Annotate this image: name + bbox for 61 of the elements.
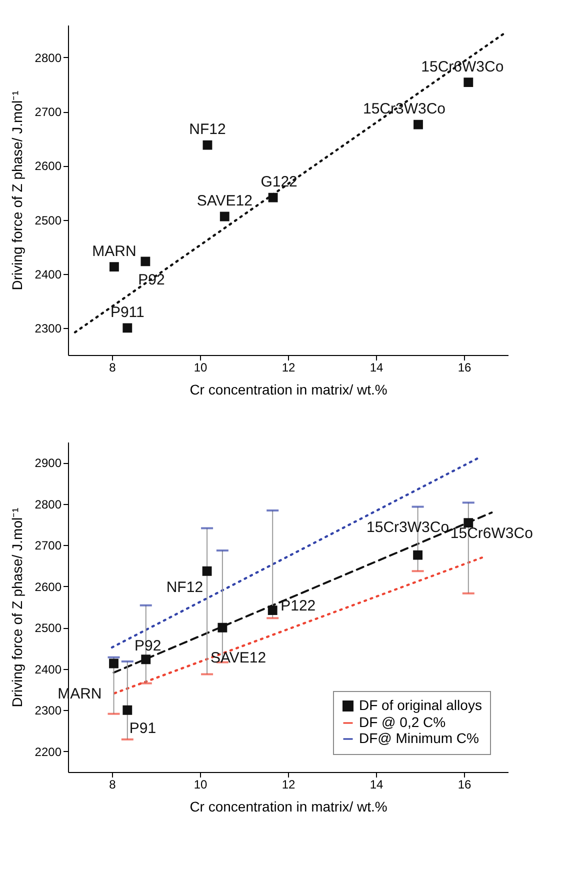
y-tick-label: 2600 xyxy=(34,159,62,174)
point xyxy=(220,212,230,222)
legend-label: DF of original alloys xyxy=(359,697,482,713)
point xyxy=(268,192,278,202)
y-tick-label: 2300 xyxy=(34,704,62,718)
x-tick-label: 16 xyxy=(458,778,472,792)
point xyxy=(413,550,423,560)
y-axis-title: Driving force of Z phase/ J.mol⁻¹ xyxy=(8,507,25,708)
point xyxy=(109,658,118,668)
annotation: NF12 xyxy=(166,579,204,596)
x-tick-label: 14 xyxy=(370,778,384,792)
x-axis-title: Cr concentration in matrix/ wt.% xyxy=(190,382,388,398)
point xyxy=(268,606,278,616)
y-tick-label: 2400 xyxy=(34,662,62,676)
y-tick-label: 2900 xyxy=(34,456,62,470)
y-tick-label: 2800 xyxy=(34,50,62,65)
annotation: P911 xyxy=(110,304,144,321)
y-tick-label: 2600 xyxy=(34,580,62,594)
y-tick-label: 2700 xyxy=(34,105,62,120)
annotation: P92 xyxy=(134,637,162,654)
annotation: P122 xyxy=(280,597,316,614)
point xyxy=(464,78,474,88)
y-axis-title: Driving force of Z phase/ J.mol⁻¹ xyxy=(8,90,25,290)
x-tick-label: 12 xyxy=(282,778,296,792)
y-tick-label: 2800 xyxy=(34,497,62,512)
point xyxy=(202,140,212,150)
annotation: 15Cr3W3Co xyxy=(362,100,446,118)
y-tick-label: 2200 xyxy=(34,744,62,759)
point xyxy=(109,262,119,272)
annotation: MARN xyxy=(92,242,136,260)
point xyxy=(141,654,151,664)
point xyxy=(122,323,132,333)
y-tick-label: 2500 xyxy=(34,621,62,636)
point xyxy=(464,518,474,528)
y-tick-label: 2300 xyxy=(34,321,62,336)
x-tick-label: 12 xyxy=(282,360,296,374)
x-tick-label: 8 xyxy=(109,778,116,792)
x-axis-title: Cr concentration in matrix/ wt.% xyxy=(190,798,388,814)
x-tick-label: 16 xyxy=(458,360,472,374)
annotation: 15Cr6W3Co xyxy=(450,524,533,542)
x-tick-label: 14 xyxy=(370,360,384,374)
annotation: G122 xyxy=(260,174,298,191)
legend-label: DF @ 0,2 C% xyxy=(359,714,446,730)
y-tick-label: 2400 xyxy=(34,267,62,282)
annotation: 15Cr6W3Co xyxy=(421,58,504,76)
point xyxy=(218,622,228,632)
annotation: SAVE12 xyxy=(196,192,252,210)
point xyxy=(414,120,423,130)
annotation: P91 xyxy=(129,720,156,738)
point xyxy=(202,566,212,576)
annotation: NF12 xyxy=(189,121,226,138)
x-tick-label: 8 xyxy=(109,360,116,374)
point xyxy=(122,705,132,715)
annotation: 15Cr3W3Co xyxy=(366,519,450,536)
x-tick-label: 10 xyxy=(194,778,208,792)
legend-label: DF@ Minimum C% xyxy=(359,730,479,746)
x-tick-label: 10 xyxy=(194,360,208,374)
y-tick-label: 2500 xyxy=(34,213,62,228)
point xyxy=(140,256,150,266)
y-tick-label: 2700 xyxy=(34,538,62,553)
annotation: SAVE12 xyxy=(210,650,266,667)
